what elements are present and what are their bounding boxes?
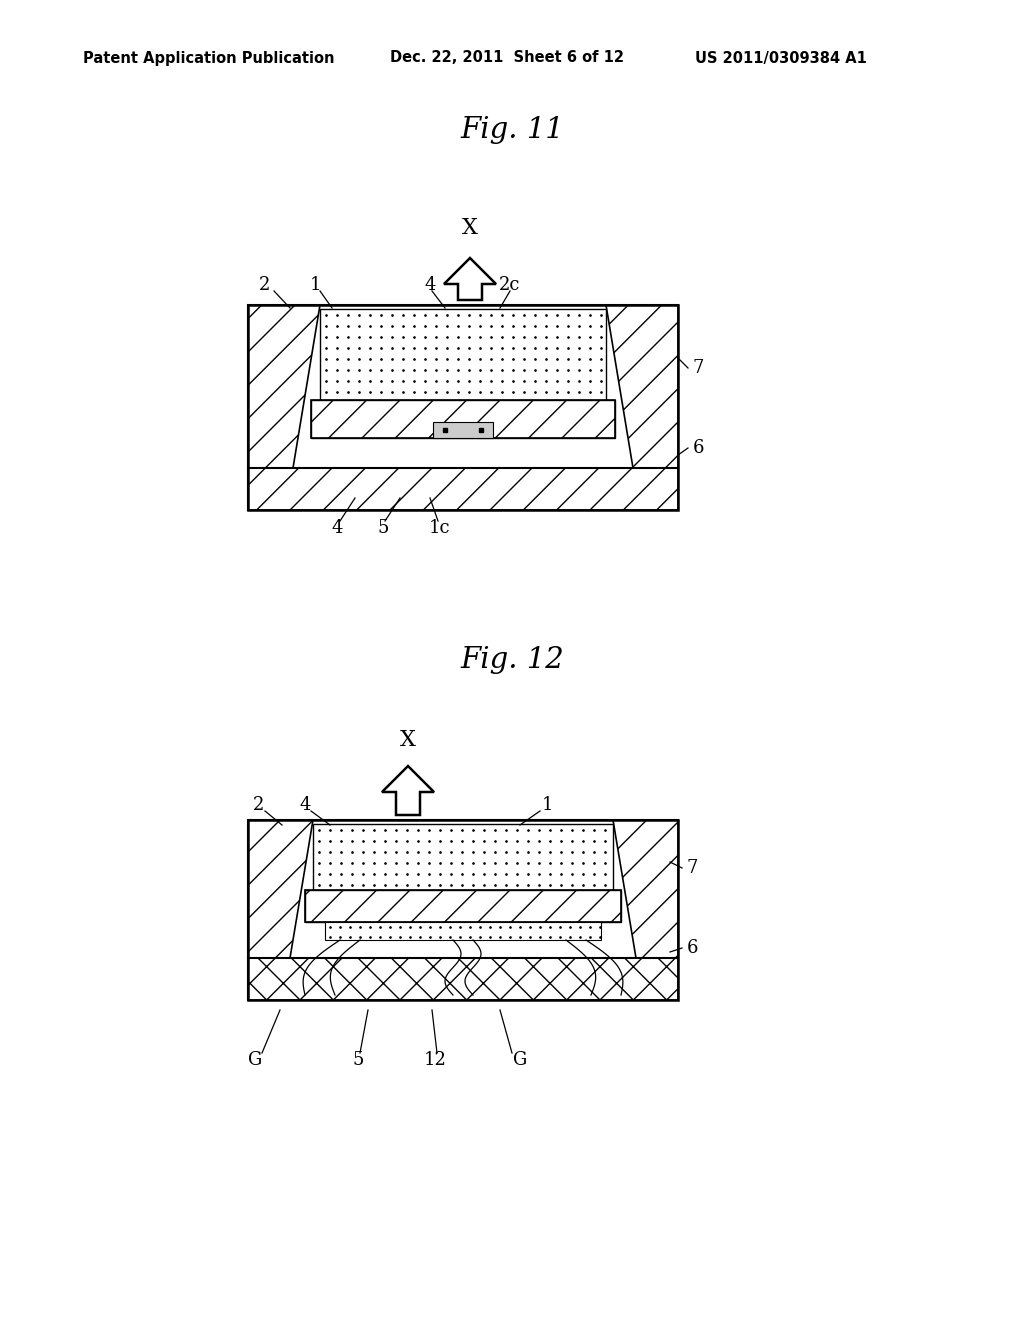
Text: 1: 1 — [543, 796, 554, 814]
Polygon shape — [248, 305, 319, 469]
Text: US 2011/0309384 A1: US 2011/0309384 A1 — [695, 50, 867, 66]
Bar — [248, 469, 678, 510]
Bar — [311, 400, 615, 438]
Text: 2: 2 — [252, 796, 264, 814]
Text: Patent Application Publication: Patent Application Publication — [83, 50, 335, 66]
Text: Dec. 22, 2011  Sheet 6 of 12: Dec. 22, 2011 Sheet 6 of 12 — [390, 50, 624, 66]
Text: Fig. 11: Fig. 11 — [460, 116, 564, 144]
Text: 6: 6 — [692, 440, 703, 457]
Bar — [325, 921, 601, 940]
Text: 5: 5 — [352, 1051, 364, 1069]
Text: X: X — [462, 216, 478, 239]
Text: 4: 4 — [299, 796, 310, 814]
Polygon shape — [606, 305, 678, 469]
Text: 7: 7 — [686, 859, 697, 876]
Text: 12: 12 — [424, 1051, 446, 1069]
Bar — [248, 820, 678, 1001]
Polygon shape — [444, 257, 496, 300]
Text: 6: 6 — [686, 939, 697, 957]
Text: 4: 4 — [332, 519, 343, 537]
Bar — [313, 824, 613, 909]
Polygon shape — [248, 820, 313, 958]
Text: 1c: 1c — [429, 519, 451, 537]
Text: Fig. 12: Fig. 12 — [460, 645, 564, 675]
Bar — [305, 890, 621, 921]
Text: 1: 1 — [310, 276, 322, 294]
Text: 5: 5 — [377, 519, 389, 537]
Bar — [248, 820, 678, 1001]
Text: X: X — [400, 729, 416, 751]
Bar — [248, 305, 678, 510]
Text: G: G — [248, 1051, 262, 1069]
Text: 4: 4 — [424, 276, 435, 294]
Text: G: G — [513, 1051, 527, 1069]
Polygon shape — [613, 820, 678, 958]
Bar — [311, 400, 615, 438]
Bar — [248, 958, 678, 1001]
Bar — [319, 309, 606, 422]
Bar — [248, 305, 678, 510]
Text: 2c: 2c — [500, 276, 521, 294]
Text: 2: 2 — [259, 276, 270, 294]
Polygon shape — [382, 766, 434, 814]
Bar — [305, 890, 621, 921]
Text: 7: 7 — [692, 359, 703, 378]
Bar — [433, 422, 493, 438]
